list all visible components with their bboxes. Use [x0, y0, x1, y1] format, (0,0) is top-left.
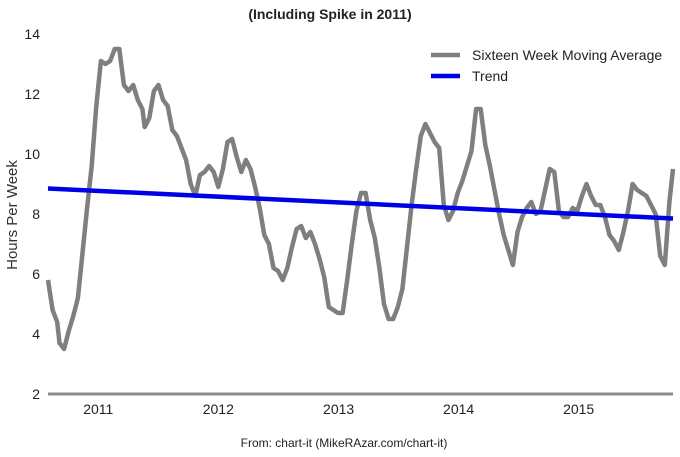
series-group — [45, 46, 676, 352]
y-tick-label: 10 — [24, 146, 40, 162]
y-tick-label: 2 — [32, 386, 40, 402]
x-axis-ticks: 2011 2012 2013 2014 2015 — [83, 401, 594, 417]
trend-line — [47, 186, 674, 221]
y-tick-label: 4 — [32, 326, 40, 342]
legend-label-moving-average: Sixteen Week Moving Average — [472, 47, 662, 63]
y-axis-ticks: 2 4 6 8 10 12 14 — [24, 26, 40, 402]
y-tick-label: 8 — [32, 206, 40, 222]
source-note: From: chart-it (MikeRAzar.com/chart-it) — [241, 436, 448, 450]
x-tick-label: 2015 — [563, 401, 594, 417]
chart-title: (Including Spike in 2011) — [248, 6, 411, 22]
x-tick-label: 2011 — [83, 401, 113, 417]
legend-label-trend: Trend — [472, 68, 508, 84]
y-tick-label: 6 — [32, 266, 40, 282]
x-tick-label: 2012 — [203, 401, 234, 417]
y-tick-label: 14 — [24, 26, 40, 42]
x-tick-label: 2014 — [443, 401, 474, 417]
y-axis-label: Hours Per Week — [4, 160, 21, 270]
y-tick-label: 12 — [24, 86, 40, 102]
legend: Sixteen Week Moving Average Trend — [431, 47, 662, 84]
x-tick-label: 2013 — [323, 401, 354, 417]
